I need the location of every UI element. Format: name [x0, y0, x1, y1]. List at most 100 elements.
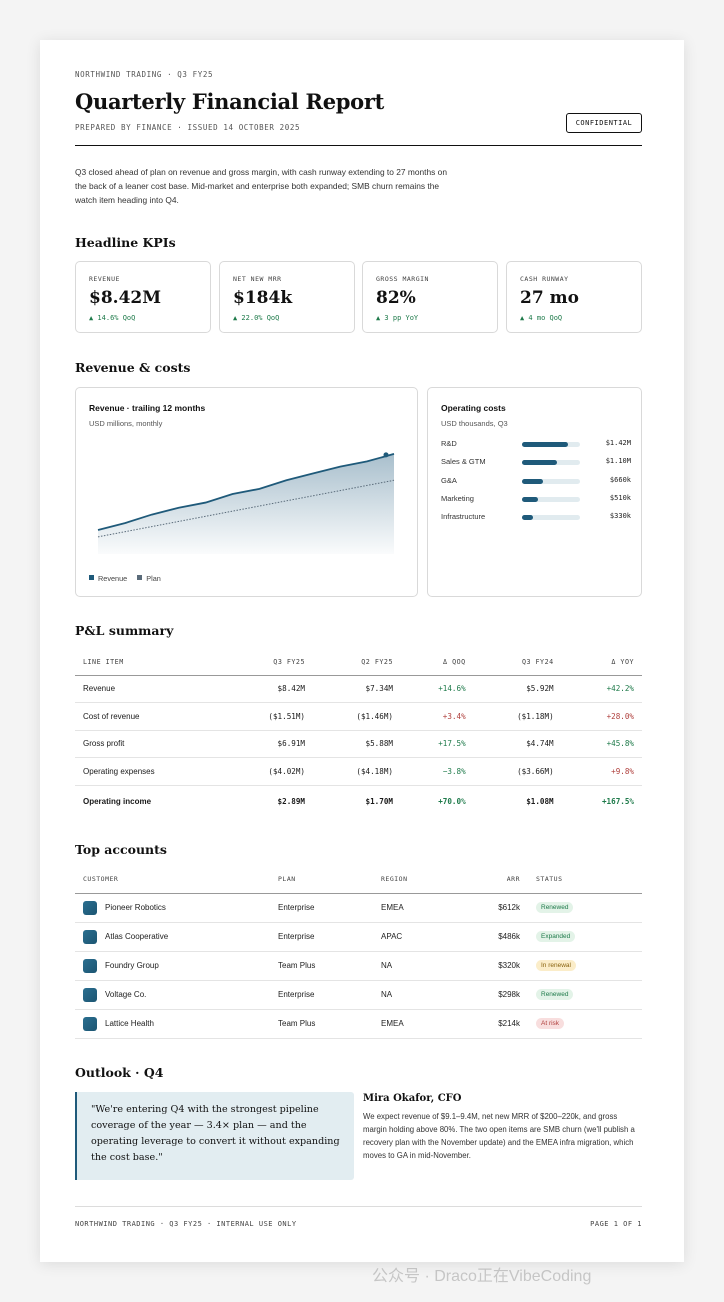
- table-row: Voltage Co. Enterprise NA $298k Renewed: [75, 980, 642, 1010]
- arr-cell: $612k: [448, 893, 528, 923]
- cell-q2: ($4.18M): [312, 757, 401, 786]
- customer-name: Foundry Group: [105, 960, 159, 970]
- cell-yoy: +42.2%: [561, 675, 642, 704]
- cell-q3: ($1.51M): [225, 702, 313, 731]
- cost-label: R&D: [441, 439, 457, 448]
- table-row: Pioneer Robotics Enterprise EMEA $612k R…: [75, 893, 642, 923]
- status-badge: At risk: [536, 1018, 565, 1029]
- footer-page-number: PAGE 1 OF 1: [590, 1220, 642, 1228]
- status-badge: Renewed: [536, 989, 574, 1000]
- cost-bar-track: [522, 515, 580, 521]
- cell-q3-prior: $1.08M: [526, 796, 554, 806]
- plan-line: [97, 479, 395, 538]
- revenue-area: [98, 453, 394, 554]
- plan-cell: Enterprise: [270, 922, 373, 952]
- kpi-delta: ▲ 14.6% QoQ: [89, 314, 136, 322]
- cost-label: Sales & GTM: [441, 457, 486, 467]
- cell-q3-prior: $5.92M: [473, 675, 562, 704]
- column-header: PLAN: [270, 866, 373, 894]
- revenue-line: [97, 453, 395, 531]
- column-header: Q2 FY25: [312, 649, 401, 676]
- status-cell: Renewed: [528, 893, 642, 923]
- cost-row: Marketing $510k: [441, 494, 631, 506]
- cell-qoq: −3.8%: [400, 757, 474, 786]
- cost-bar: [522, 442, 568, 447]
- kpi-label: GROSS MARGIN: [376, 275, 429, 283]
- cost-bar: [522, 496, 539, 502]
- table-header-row: CUSTOMER PLAN REGION ARR STATUS: [75, 866, 642, 894]
- kpi-card-gross-margin: GROSS MARGIN 82% ▲ 3 pp YoY: [362, 261, 498, 333]
- column-header: ARR: [448, 866, 528, 894]
- operating-costs-card: Operating costs USD thousands, Q3 R&D $1.…: [427, 387, 642, 597]
- line-item: Gross profit: [75, 730, 225, 759]
- cost-label: Infrastructure: [441, 512, 486, 522]
- plan-cell: Enterprise: [270, 893, 373, 923]
- report-page: NORTHWIND TRADING · Q3 FY25 Quarterly Fi…: [40, 40, 684, 1262]
- status-cell: At risk: [528, 1009, 642, 1039]
- chart-title: Revenue · trailing 12 months: [89, 403, 206, 413]
- kpi-delta: ▲ 22.0% QoQ: [233, 314, 280, 322]
- column-header: CUSTOMER: [75, 866, 270, 894]
- legend-item-plan: Plan: [137, 574, 161, 583]
- cost-bar-track: [522, 442, 580, 447]
- chart-subtitle: USD thousands, Q3: [441, 419, 508, 428]
- report-eyebrow: NORTHWIND TRADING · Q3 FY25: [75, 70, 214, 79]
- cost-bar-track: [522, 496, 580, 502]
- region-cell: APAC: [373, 922, 448, 952]
- cost-bar: [522, 460, 558, 466]
- cell-q3-prior: $4.74M: [473, 730, 562, 759]
- cfo-name: Mira Okafor, CFO: [363, 1093, 462, 1104]
- revenue-latest-point: [383, 452, 389, 458]
- cell-q3: $2.89M: [277, 796, 305, 806]
- customer-cell: Lattice Health: [75, 1009, 270, 1039]
- customer-cell: Voltage Co.: [75, 980, 270, 1010]
- column-header: STATUS: [528, 866, 642, 894]
- line-item: Revenue: [75, 675, 225, 704]
- column-header: Δ QOQ: [400, 649, 474, 676]
- cfo-outlook-text: We expect revenue of $9.1–9.4M, net new …: [363, 1112, 635, 1160]
- line-item: Cost of revenue: [75, 702, 225, 731]
- arr-cell: $320k: [448, 951, 528, 981]
- watermark: 公众号 · Draco正在VibeCoding: [372, 1268, 592, 1285]
- kpi-card-cash-runway: CASH RUNWAY 27 mo ▲ 4 mo QoQ: [506, 261, 642, 333]
- status-badge: Renewed: [536, 902, 574, 913]
- status-cell: Expanded: [528, 922, 642, 952]
- cell-q2: $7.34M: [312, 675, 401, 704]
- customer-logo-icon: [83, 929, 97, 944]
- plan-cell: Team Plus: [270, 1009, 373, 1039]
- region-cell: NA: [373, 980, 448, 1010]
- legend-item-revenue: Revenue: [89, 574, 127, 583]
- kpi-card-revenue: REVENUE $8.42M ▲ 14.6% QoQ: [75, 261, 211, 333]
- customer-cell: Atlas Cooperative: [75, 922, 270, 952]
- kpi-delta: ▲ 3 pp YoY: [376, 314, 419, 322]
- chart-subtitle: USD millions, monthly: [89, 419, 163, 428]
- table-row-total: Operating income $2.89M $1.70M +70.0% $1…: [75, 785, 642, 816]
- cost-row: G&A $660k: [441, 476, 631, 488]
- cell-yoy: +28.0%: [561, 702, 642, 731]
- status-cell: In renewal: [528, 951, 642, 981]
- kpi-value: $8.42M: [89, 288, 162, 308]
- region-cell: EMEA: [373, 893, 448, 923]
- confidential-badge: CONFIDENTIAL: [566, 113, 642, 133]
- status-cell: Renewed: [528, 980, 642, 1010]
- revenue-chart: [97, 452, 395, 554]
- cfo-quote: "We're entering Q4 with the strongest pi…: [75, 1092, 354, 1180]
- chart-title: Operating costs: [441, 403, 506, 413]
- column-header: LINE ITEM: [75, 649, 225, 676]
- line-item: Operating income: [83, 796, 152, 806]
- cost-row: Infrastructure $330k: [441, 512, 631, 524]
- cell-q3-prior: ($1.18M): [473, 702, 562, 731]
- cost-bar-track: [522, 478, 580, 484]
- kpi-delta: ▲ 4 mo QoQ: [520, 314, 563, 322]
- table-row: Lattice Health Team Plus EMEA $214k At r…: [75, 1009, 642, 1039]
- revenue-chart-card: Revenue · trailing 12 months USD million…: [75, 387, 418, 597]
- cell-qoq: +17.5%: [400, 730, 474, 759]
- customer-logo-icon: [83, 900, 97, 915]
- cell-yoy: +9.8%: [561, 757, 642, 786]
- column-header: Δ YOY: [561, 649, 642, 676]
- cost-bar: [522, 515, 533, 521]
- cost-value: $1.10M: [605, 457, 631, 466]
- arr-cell: $298k: [448, 980, 528, 1010]
- customer-name: Lattice Health: [105, 1018, 154, 1028]
- chart-legend: Revenue Plan: [89, 574, 161, 583]
